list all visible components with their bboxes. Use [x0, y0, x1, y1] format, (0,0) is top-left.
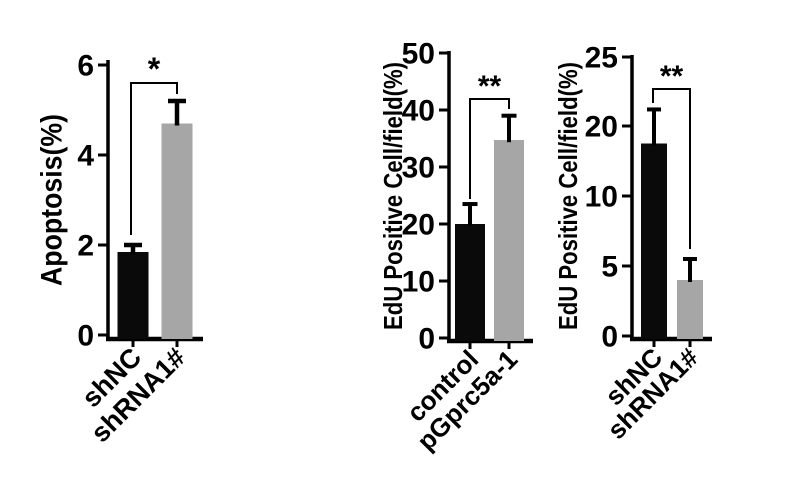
y-tick-label: 30 [402, 152, 435, 185]
y-axis-title: EdU Positive Cell/field(%) [553, 62, 583, 330]
y-tick-label: 50 [402, 38, 435, 71]
bar-control [455, 224, 485, 341]
y-tick-label: 25 [585, 42, 618, 75]
y-tick-label: 0 [77, 320, 94, 353]
y-axis-title: Apoptosis(%) [36, 114, 69, 286]
y-tick-label: 4 [77, 140, 94, 173]
bar-shRNA1# [677, 280, 703, 339]
significance-stars: * [148, 51, 161, 87]
bar-shNC [117, 251, 149, 339]
significance-stars: ** [478, 70, 502, 103]
y-tick-label: 20 [402, 209, 435, 242]
significance-bracket [130, 82, 178, 235]
y-tick-label: 6 [77, 50, 94, 83]
bar-shNC [641, 143, 667, 339]
y-tick-label: 0 [601, 321, 618, 354]
y-tick-label: 10 [585, 181, 618, 214]
y-tick-label: 10 [402, 266, 435, 299]
significance-bracket [652, 88, 691, 249]
y-tick-label: 2 [77, 230, 94, 263]
y-tick-label: 40 [402, 95, 435, 128]
y-tick-label: 5 [601, 251, 618, 284]
y-tick-label: 20 [585, 111, 618, 144]
bar-pGprc5a-1 [494, 140, 524, 341]
y-axis-title: EdU Positive Cell/field(%) [378, 62, 408, 330]
significance-stars: ** [660, 60, 684, 93]
y-tick-label: 0 [418, 323, 435, 356]
bar-shRNA1# [161, 123, 193, 339]
significance-bracket [469, 98, 510, 199]
